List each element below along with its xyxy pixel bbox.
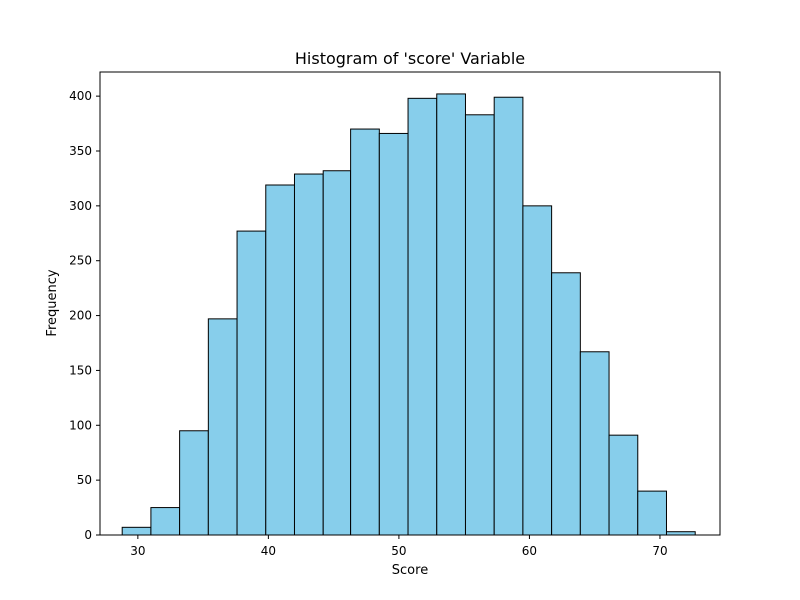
x-axis-ticks: 30 40 50 60 70 [130, 535, 668, 558]
y-tick-label: 0 [84, 528, 92, 542]
x-tick-label: 40 [261, 544, 276, 558]
histogram-bar [551, 272, 581, 536]
x-tick-label: 30 [130, 544, 145, 558]
histogram-bar [265, 184, 295, 536]
histogram-bar [436, 93, 466, 536]
histogram-bar [579, 351, 610, 536]
y-tick-label: 150 [69, 363, 92, 377]
histogram-bar [493, 96, 524, 536]
histogram-bar [378, 132, 409, 536]
histogram-bar [464, 114, 495, 536]
histogram-bar [522, 205, 553, 536]
y-tick-label: 400 [69, 89, 92, 103]
y-tick-label: 50 [77, 473, 92, 487]
x-tick-label: 50 [391, 544, 406, 558]
x-axis-label: Score [392, 563, 428, 578]
histogram-bar [608, 434, 639, 536]
plot-frame [99, 71, 721, 536]
y-tick-label: 100 [69, 418, 92, 432]
y-axis-ticks: 0 50 100 150 200 250 300 350 400 [69, 89, 100, 542]
x-tick-label: 70 [652, 544, 667, 558]
y-axis-label: Frequency [45, 269, 60, 336]
histogram-bar [293, 173, 324, 536]
histogram-bar [407, 97, 438, 536]
y-tick-label: 350 [69, 144, 92, 158]
chart-title: Histogram of 'score' Variable [295, 49, 525, 68]
bars-group [121, 93, 696, 536]
x-tick-label: 60 [522, 544, 537, 558]
y-tick-label: 250 [69, 254, 92, 268]
histogram-bar [322, 170, 352, 536]
histogram-bar [150, 507, 181, 536]
y-tick-label: 200 [69, 309, 92, 323]
histogram-bar [207, 318, 238, 536]
histogram-bar [637, 490, 667, 536]
y-tick-label: 300 [69, 199, 92, 213]
histogram-bar [121, 526, 152, 536]
histogram-bar [179, 430, 209, 536]
histogram-bar [236, 230, 267, 536]
histogram-bar [350, 128, 380, 536]
